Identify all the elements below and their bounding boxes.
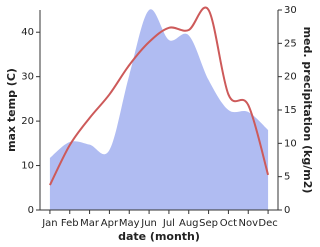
area: [49, 9, 269, 211]
x-tick-label: Mar: [80, 218, 100, 229]
y-tick-label: 0: [28, 205, 34, 216]
y-axis-label: max temp (C): [5, 68, 18, 152]
y2-tick-label: 0: [284, 205, 290, 216]
x-tick-label: Oct: [220, 218, 237, 229]
line: [49, 6, 270, 186]
y-tick-label: 40: [21, 27, 34, 38]
y2-axis-label: med. precipitation (kg/m2): [301, 27, 314, 194]
y2-tick-label: 5: [284, 172, 290, 183]
y-tick-label: 10: [21, 161, 34, 172]
x-tick-label: Feb: [61, 218, 79, 229]
y2-tick-label: 15: [284, 105, 297, 116]
x-tick-label: Jan: [41, 218, 57, 229]
x-tick-label: Apr: [101, 218, 119, 229]
x-tick-label: Dec: [258, 218, 277, 229]
x-tick-label: Jun: [140, 218, 157, 229]
x-tick-label: Jul: [162, 218, 175, 229]
y-tick-label: 20: [21, 116, 34, 127]
y-tick-label: 30: [21, 72, 34, 83]
y2-tick-label: 25: [284, 38, 297, 49]
y2-tick-label: 20: [284, 72, 297, 83]
x-tick-label: Aug: [179, 218, 199, 229]
y2-tick-label: 30: [284, 5, 297, 16]
x-tick-label: May: [119, 218, 140, 229]
x-tick-label: Nov: [238, 218, 258, 229]
x-axis-label: date (month): [118, 230, 200, 243]
x-tick-label: Sep: [199, 218, 218, 229]
y2-tick-label: 10: [284, 138, 297, 149]
